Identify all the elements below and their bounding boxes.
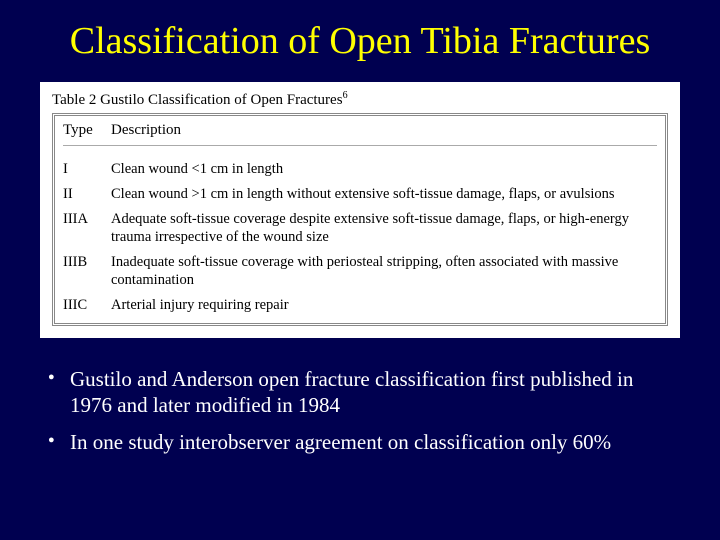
table-caption-text: Table 2 Gustilo Classification of Open F… xyxy=(52,92,343,108)
table-inner: Type Description I Clean wound <1 cm in … xyxy=(52,113,668,326)
row-type: II xyxy=(63,185,111,203)
row-description: Clean wound >1 cm in length without exte… xyxy=(111,185,657,203)
row-type: IIIC xyxy=(63,296,111,314)
row-type: I xyxy=(63,160,111,178)
row-type: IIIB xyxy=(63,253,111,289)
table-header-description: Description xyxy=(111,122,657,139)
table-row: IIIB Inadequate soft-tissue coverage wit… xyxy=(63,253,657,289)
table-caption: Table 2 Gustilo Classification of Open F… xyxy=(52,90,668,109)
table-rule xyxy=(63,145,657,146)
table-row: II Clean wound >1 cm in length without e… xyxy=(63,185,657,203)
slide: Classification of Open Tibia Fractures T… xyxy=(0,0,720,540)
classification-table: Table 2 Gustilo Classification of Open F… xyxy=(40,82,680,338)
bullet-item: In one study interobserver agreement on … xyxy=(48,429,680,456)
row-description: Clean wound <1 cm in length xyxy=(111,160,657,178)
bullet-item: Gustilo and Anderson open fracture class… xyxy=(48,366,680,420)
table-row: IIIA Adequate soft-tissue coverage despi… xyxy=(63,210,657,246)
table-header-row: Type Description xyxy=(63,122,657,145)
row-description: Inadequate soft-tissue coverage with per… xyxy=(111,253,657,289)
table-row: I Clean wound <1 cm in length xyxy=(63,160,657,178)
bullet-list: Gustilo and Anderson open fracture class… xyxy=(40,366,680,467)
table-row: IIIC Arterial injury requiring repair xyxy=(63,296,657,314)
slide-title: Classification of Open Tibia Fractures xyxy=(40,20,680,64)
table-header-type: Type xyxy=(63,122,111,139)
row-description: Adequate soft-tissue coverage despite ex… xyxy=(111,210,657,246)
row-type: IIIA xyxy=(63,210,111,246)
row-description: Arterial injury requiring repair xyxy=(111,296,657,314)
table-caption-sup: 6 xyxy=(343,90,348,101)
